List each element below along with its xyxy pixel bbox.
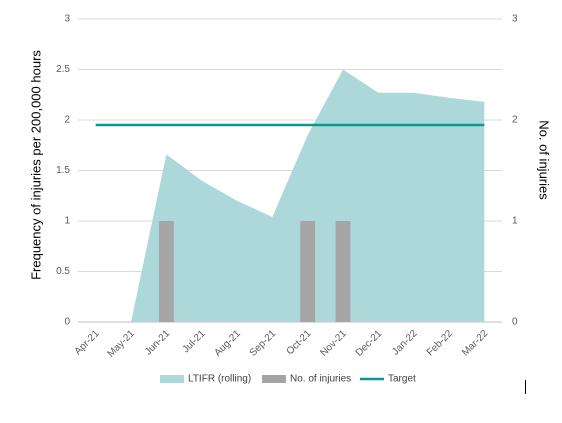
x-tick-label: Jan-22	[390, 328, 420, 358]
x-tick-label: Mar-22	[460, 328, 490, 358]
x-tick-label: Nov-21	[318, 328, 349, 359]
y2-tick-label: 1	[512, 216, 518, 227]
ltifr-area	[95, 69, 485, 322]
text-cursor	[525, 380, 526, 394]
legend: LTIFR (rolling) No. of injuries Target	[160, 374, 416, 385]
y-tick-label: 2	[64, 115, 70, 126]
x-tick-label: Jun-21	[143, 328, 173, 358]
x-tick-label: Sep-21	[248, 328, 279, 359]
legend-label: No. of injuries	[290, 374, 351, 385]
injury-bar	[300, 221, 316, 322]
injury-bar	[335, 221, 351, 322]
legend-label: LTIFR (rolling)	[188, 374, 251, 385]
ltifr-area-layer	[95, 69, 485, 322]
y-tick-label: 3	[64, 14, 70, 25]
y-tick-label: 1.5	[56, 165, 70, 176]
y-axis-title: Frequency of injuries per 200,000 hours	[28, 50, 43, 280]
legend-label: Target	[388, 374, 416, 385]
injury-bars-layer	[158, 221, 351, 322]
y-tick-label: 0.5	[56, 266, 70, 277]
injury-bar	[158, 221, 174, 322]
x-tick-label: Apr-21	[73, 328, 102, 357]
x-tick-label: May-21	[106, 328, 138, 360]
y-tick-label: 1	[64, 216, 70, 227]
x-tick-label: Dec-21	[354, 328, 385, 359]
y-tick-label: 2.5	[56, 64, 70, 75]
x-tick-label: Oct-21	[285, 328, 314, 357]
y-tick-label: 0	[64, 317, 70, 328]
x-tick-label: Jul-21	[181, 328, 208, 355]
y2-tick-label: 3	[512, 14, 518, 25]
legend-swatch-injuries	[262, 375, 286, 383]
y2-tick-label: 2	[512, 115, 518, 126]
y2-axis-title: No. of injuries	[537, 120, 552, 200]
x-tick-label: Aug-21	[212, 328, 243, 359]
y2-tick-label: 0	[512, 317, 518, 328]
x-tick-label: Feb-22	[425, 328, 455, 358]
legend-swatch-ltifr	[160, 375, 184, 383]
